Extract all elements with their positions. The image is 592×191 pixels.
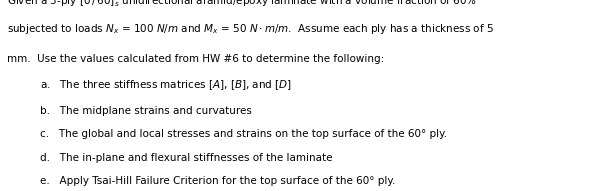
Text: a.   The three stiffness matrices $[A]$, $[B]$, and $[D]$: a. The three stiffness matrices $[A]$, $… bbox=[40, 78, 292, 92]
Text: subjected to loads $N_x$ = 100 $N/m$ and $M_x$ = 50 $N \cdot m/m$.  Assume each : subjected to loads $N_x$ = 100 $N/m$ and… bbox=[7, 22, 494, 36]
Text: Given a 3-ply $[0\,/\,\overline{60}]_s$ unidirectional aramid/epoxy laminate wit: Given a 3-ply $[0\,/\,\overline{60}]_s$ … bbox=[7, 0, 477, 9]
Text: b.   The midplane strains and curvatures: b. The midplane strains and curvatures bbox=[40, 106, 252, 116]
Text: e.   Apply Tsai-Hill Failure Criterion for the top surface of the 60° ply.: e. Apply Tsai-Hill Failure Criterion for… bbox=[40, 176, 395, 186]
Text: c.   The global and local stresses and strains on the top surface of the 60° ply: c. The global and local stresses and str… bbox=[40, 129, 448, 139]
Text: d.   The in-plane and flexural stiffnesses of the laminate: d. The in-plane and flexural stiffnesses… bbox=[40, 153, 333, 163]
Text: mm.  Use the values calculated from HW #6 to determine the following:: mm. Use the values calculated from HW #6… bbox=[7, 54, 384, 64]
